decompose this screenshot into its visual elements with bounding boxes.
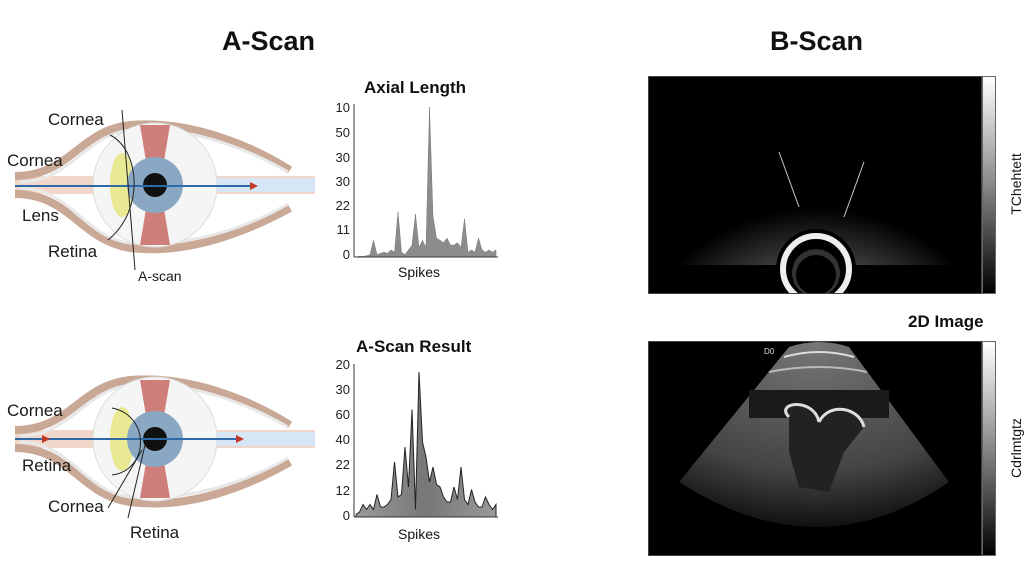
ytick: 20 [335,357,350,372]
label-cornea-b1: Cornea [7,401,63,420]
label-retina-b1: Retina [22,456,72,475]
a-scan-result-chart [353,364,498,518]
ultrasound-fan-icon [649,112,981,293]
ytick: 22 [335,198,350,213]
axial-length-title: Axial Length [364,78,467,97]
ytick: 30 [335,150,350,165]
2d-ultrasound-image [648,341,982,556]
ytick: 30 [335,174,350,189]
label-retina-b2: Retina [130,523,180,542]
eye-illustration-icon [14,109,315,271]
label-lens: Lens [22,206,59,225]
axial-length-yticks: 10 50 30 30 22 11 0 [322,100,352,265]
ytick: 11 [336,222,351,237]
fetal-ultrasound-icon [679,342,949,527]
ytick: 0 [342,508,350,523]
ytick: 12 [335,483,350,498]
eye-diagram-top [0,90,320,290]
a-scan-result-xlabel: Spikes [398,526,441,542]
b-scan-title: B-Scan [770,26,864,56]
colorbar-top-label: TChehtett [1008,153,1024,215]
eye-illustration-icon [14,375,315,519]
label-cornea-b2: Cornea [48,497,104,516]
a-scan-title: A-Scan [222,26,316,56]
axial-length-xlabel: Spikes [398,264,441,280]
axial-length-chart [353,104,498,258]
label-a-scan: A-scan [138,268,182,284]
ytick: 30 [335,382,350,397]
a-scan-result-title: A-Scan Result [356,337,472,356]
eye-diagram-bottom [0,350,320,550]
ytick: 10 [335,100,350,115]
label-retina: Retina [48,242,98,261]
a-scan-result-yticks: 20 30 60 40 22 12 0 [322,357,352,523]
b-scan-image-top [648,76,982,294]
colorbar-bottom [982,341,996,556]
corner-mark: D0 [764,347,775,356]
ytick: 50 [335,125,350,140]
colorbar-bottom-label: Cdrlmtgtz [1008,418,1024,478]
ytick: 40 [335,432,350,447]
label-cornea-1: Cornea [48,110,104,129]
ytick: 22 [335,457,350,472]
ytick: 0 [342,247,350,262]
colorbar-top [982,76,996,294]
label-cornea-2: Cornea [7,151,63,170]
ytick: 60 [335,407,350,422]
2d-image-title: 2D Image [908,312,984,331]
